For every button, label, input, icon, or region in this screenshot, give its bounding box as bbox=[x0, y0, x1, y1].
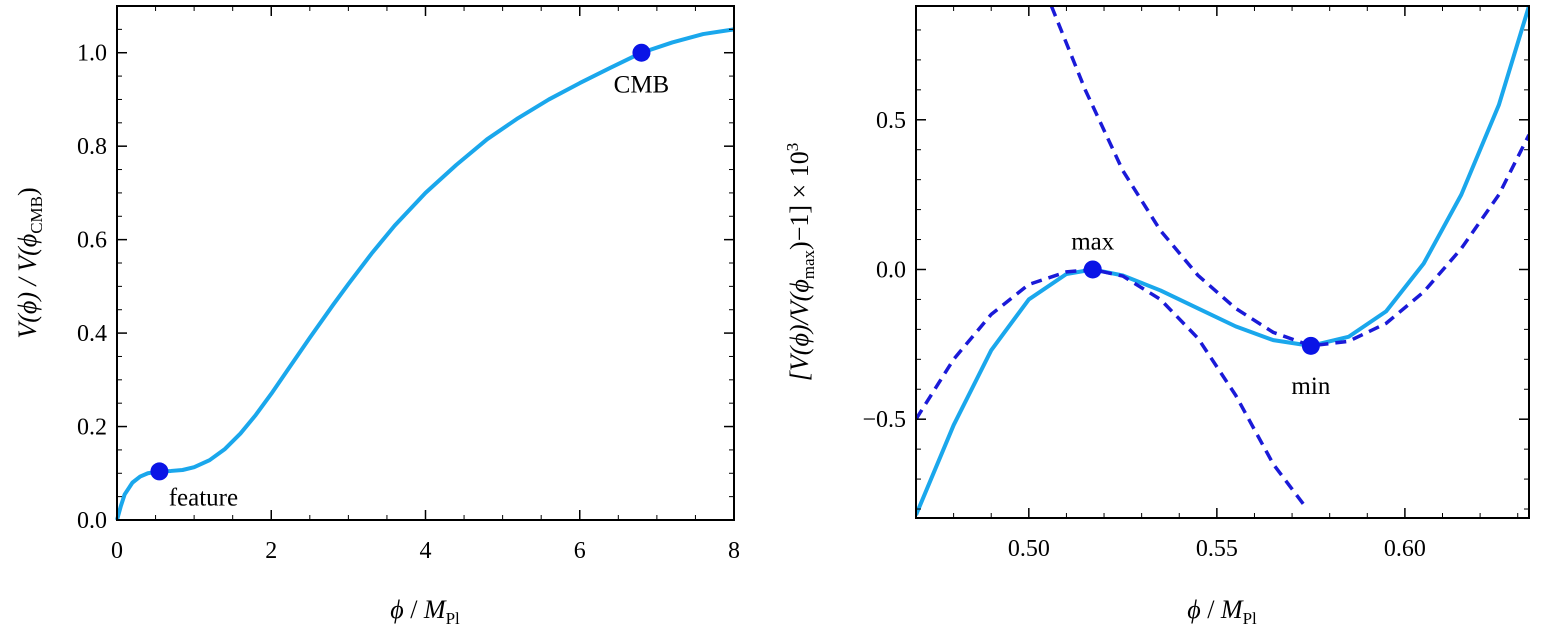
left-y-tick-label: 0.2 bbox=[77, 415, 107, 441]
right-annotation-min: min bbox=[1291, 373, 1330, 400]
right-chart-panel: 0.50 0.55 0.60 −0.5 0.0 0.5 max min ϕ / MPl [V… bbox=[783, 5, 1530, 628]
left-point-CMB bbox=[632, 43, 651, 62]
right-series-line-3 bbox=[1049, 6, 1529, 348]
left-chart-panel: 0 2 4 6 8 0.0 0.2 0.4 0.6 0.8 1.0 feature CMB ϕ / M… bbox=[13, 5, 740, 628]
right-x-tick-label: 0.50 bbox=[1008, 536, 1050, 562]
left-ticks-group bbox=[116, 5, 735, 521]
left-point-feature bbox=[150, 462, 169, 481]
right-ticks-group bbox=[915, 6, 1529, 518]
right-series-line-1 bbox=[916, 6, 1529, 516]
left-points-group bbox=[150, 43, 651, 481]
left-x-tick-label: 6 bbox=[574, 538, 586, 564]
right-x-axis-title: ϕ / MPl bbox=[1187, 595, 1257, 628]
right-y-tick-label: −0.5 bbox=[862, 407, 906, 433]
left-annotation-feature: feature bbox=[169, 484, 238, 511]
left-x-axis-title: ϕ / MPl bbox=[390, 595, 460, 628]
right-y-tick-label: 0.0 bbox=[876, 257, 906, 283]
left-annotations-group: feature CMB bbox=[169, 72, 670, 512]
right-points-group bbox=[1083, 260, 1320, 355]
left-annotation-CMB: CMB bbox=[614, 72, 670, 99]
right-annotations-group: max min bbox=[1071, 228, 1331, 399]
right-series-group bbox=[916, 6, 1529, 516]
right-y-axis-title: [V(ϕ)/V(ϕmax)−1] × 103 bbox=[783, 143, 818, 381]
left-y-tick-label: 0.4 bbox=[77, 321, 107, 347]
left-x-tick-label: 0 bbox=[111, 538, 123, 564]
right-x-tick-label: 0.55 bbox=[1196, 536, 1238, 562]
left-series-line-1 bbox=[115, 27, 735, 521]
left-y-tick-label: 1.0 bbox=[77, 41, 107, 67]
left-x-tick-label: 4 bbox=[420, 538, 432, 564]
left-y-tick-label: 0.6 bbox=[77, 228, 107, 254]
right-x-tick-label: 0.60 bbox=[1384, 536, 1426, 562]
left-series-group bbox=[115, 27, 735, 521]
left-y-tick-label: 0.8 bbox=[77, 134, 107, 160]
right-series-line-2 bbox=[916, 267, 1309, 511]
right-point-min bbox=[1301, 336, 1320, 355]
right-ticklabels-group: 0.50 0.55 0.60 −0.5 0.0 0.5 bbox=[862, 108, 1425, 562]
left-y-axis-title: V(ϕ) / V(ϕCMB) bbox=[13, 187, 46, 338]
right-y-tick-label: 0.5 bbox=[876, 108, 906, 134]
right-plot-frame bbox=[915, 5, 1530, 519]
left-x-tick-label: 8 bbox=[728, 538, 740, 564]
left-y-tick-label: 0.0 bbox=[77, 508, 107, 534]
left-x-tick-label: 2 bbox=[265, 538, 277, 564]
left-ticklabels-group: 0 2 4 6 8 0.0 0.2 0.4 0.6 0.8 1.0 bbox=[77, 41, 740, 564]
right-annotation-max: max bbox=[1071, 228, 1115, 255]
right-point-max bbox=[1083, 260, 1102, 279]
